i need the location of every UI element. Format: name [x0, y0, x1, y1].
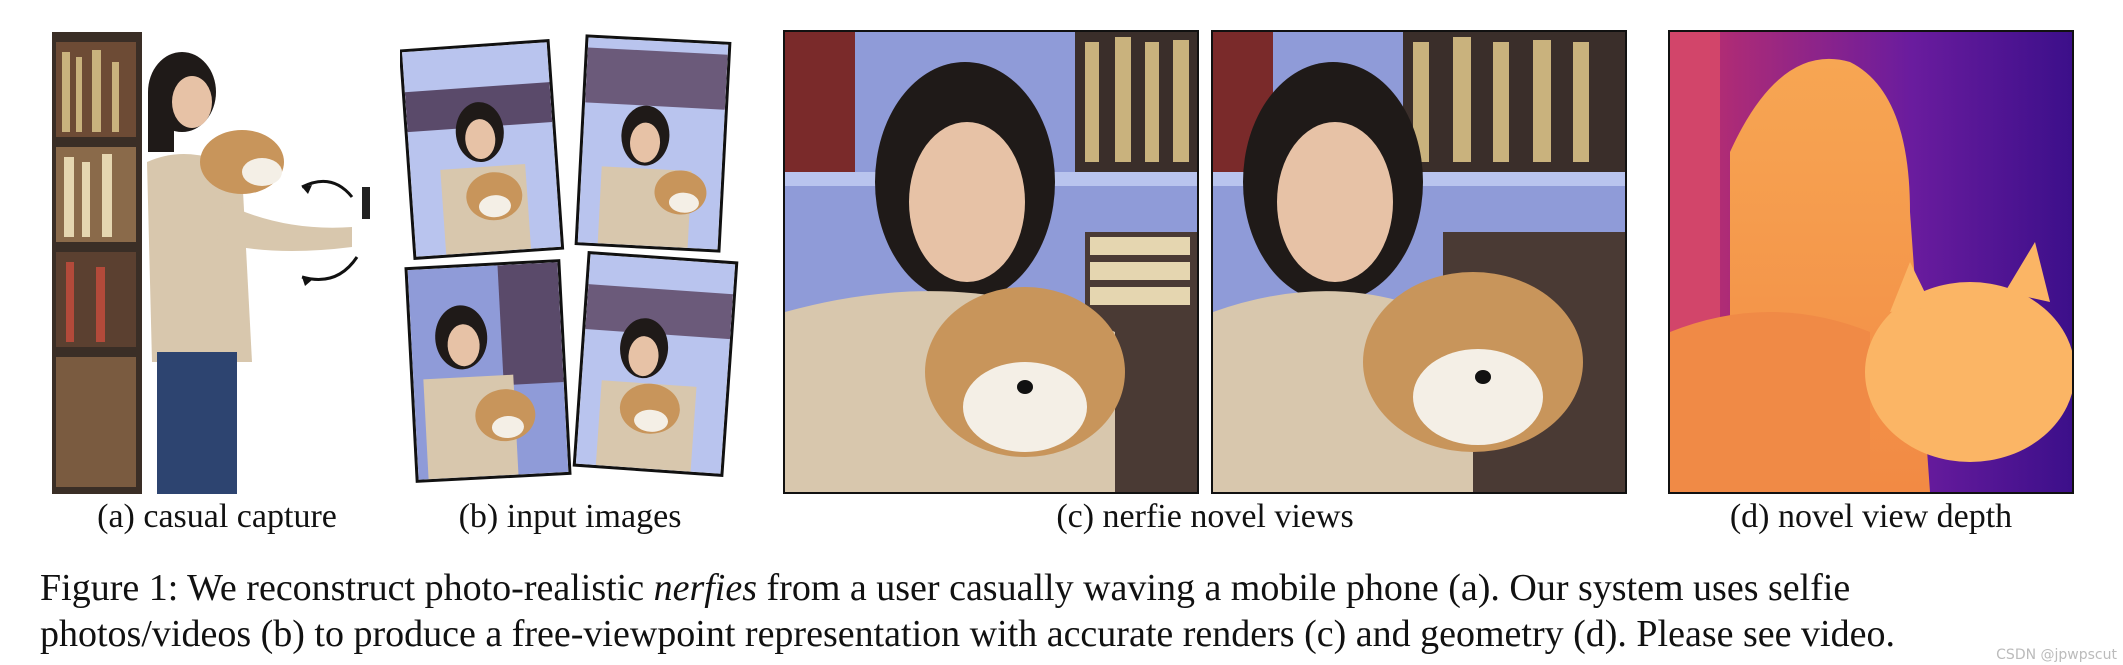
- panel-a-casual-capture: [52, 32, 382, 494]
- figure-caption-line-2: photos/videos (b) to produce a free-view…: [40, 611, 1895, 657]
- figure-label: Figure 1:: [40, 567, 179, 609]
- caption-b: (b) input images: [458, 498, 682, 535]
- figure-caption-text-3: photos/videos (b) to produce a free-view…: [40, 613, 1895, 655]
- input-image-4: [572, 250, 739, 478]
- panel-c-novel-view-2: [1211, 30, 1627, 494]
- caption-c: (c) nerfie novel views: [1056, 498, 1354, 535]
- panel-d-depth-map: [1668, 30, 2074, 494]
- panel-b-input-images: [400, 28, 740, 498]
- panel-c-novel-view-1: [783, 30, 1199, 494]
- watermark-text: CSDN @jpwpscut: [1996, 647, 2117, 663]
- figure-caption-line-1: Figure 1: We reconstruct photo-realistic…: [40, 565, 1850, 611]
- figure-caption-text-2: from a user casually waving a mobile pho…: [757, 567, 1851, 609]
- casual-capture-illustration: [52, 32, 370, 494]
- caption-d: (d) novel view depth: [1729, 498, 2013, 535]
- figure-caption-emphasis: nerfies: [653, 567, 758, 609]
- input-image-2: [574, 34, 732, 253]
- figure-caption-text-1: We reconstruct photo-realistic: [187, 567, 654, 609]
- caption-a: (a) casual capture: [97, 498, 337, 535]
- input-image-3: [404, 259, 572, 483]
- input-image-1: [400, 38, 565, 261]
